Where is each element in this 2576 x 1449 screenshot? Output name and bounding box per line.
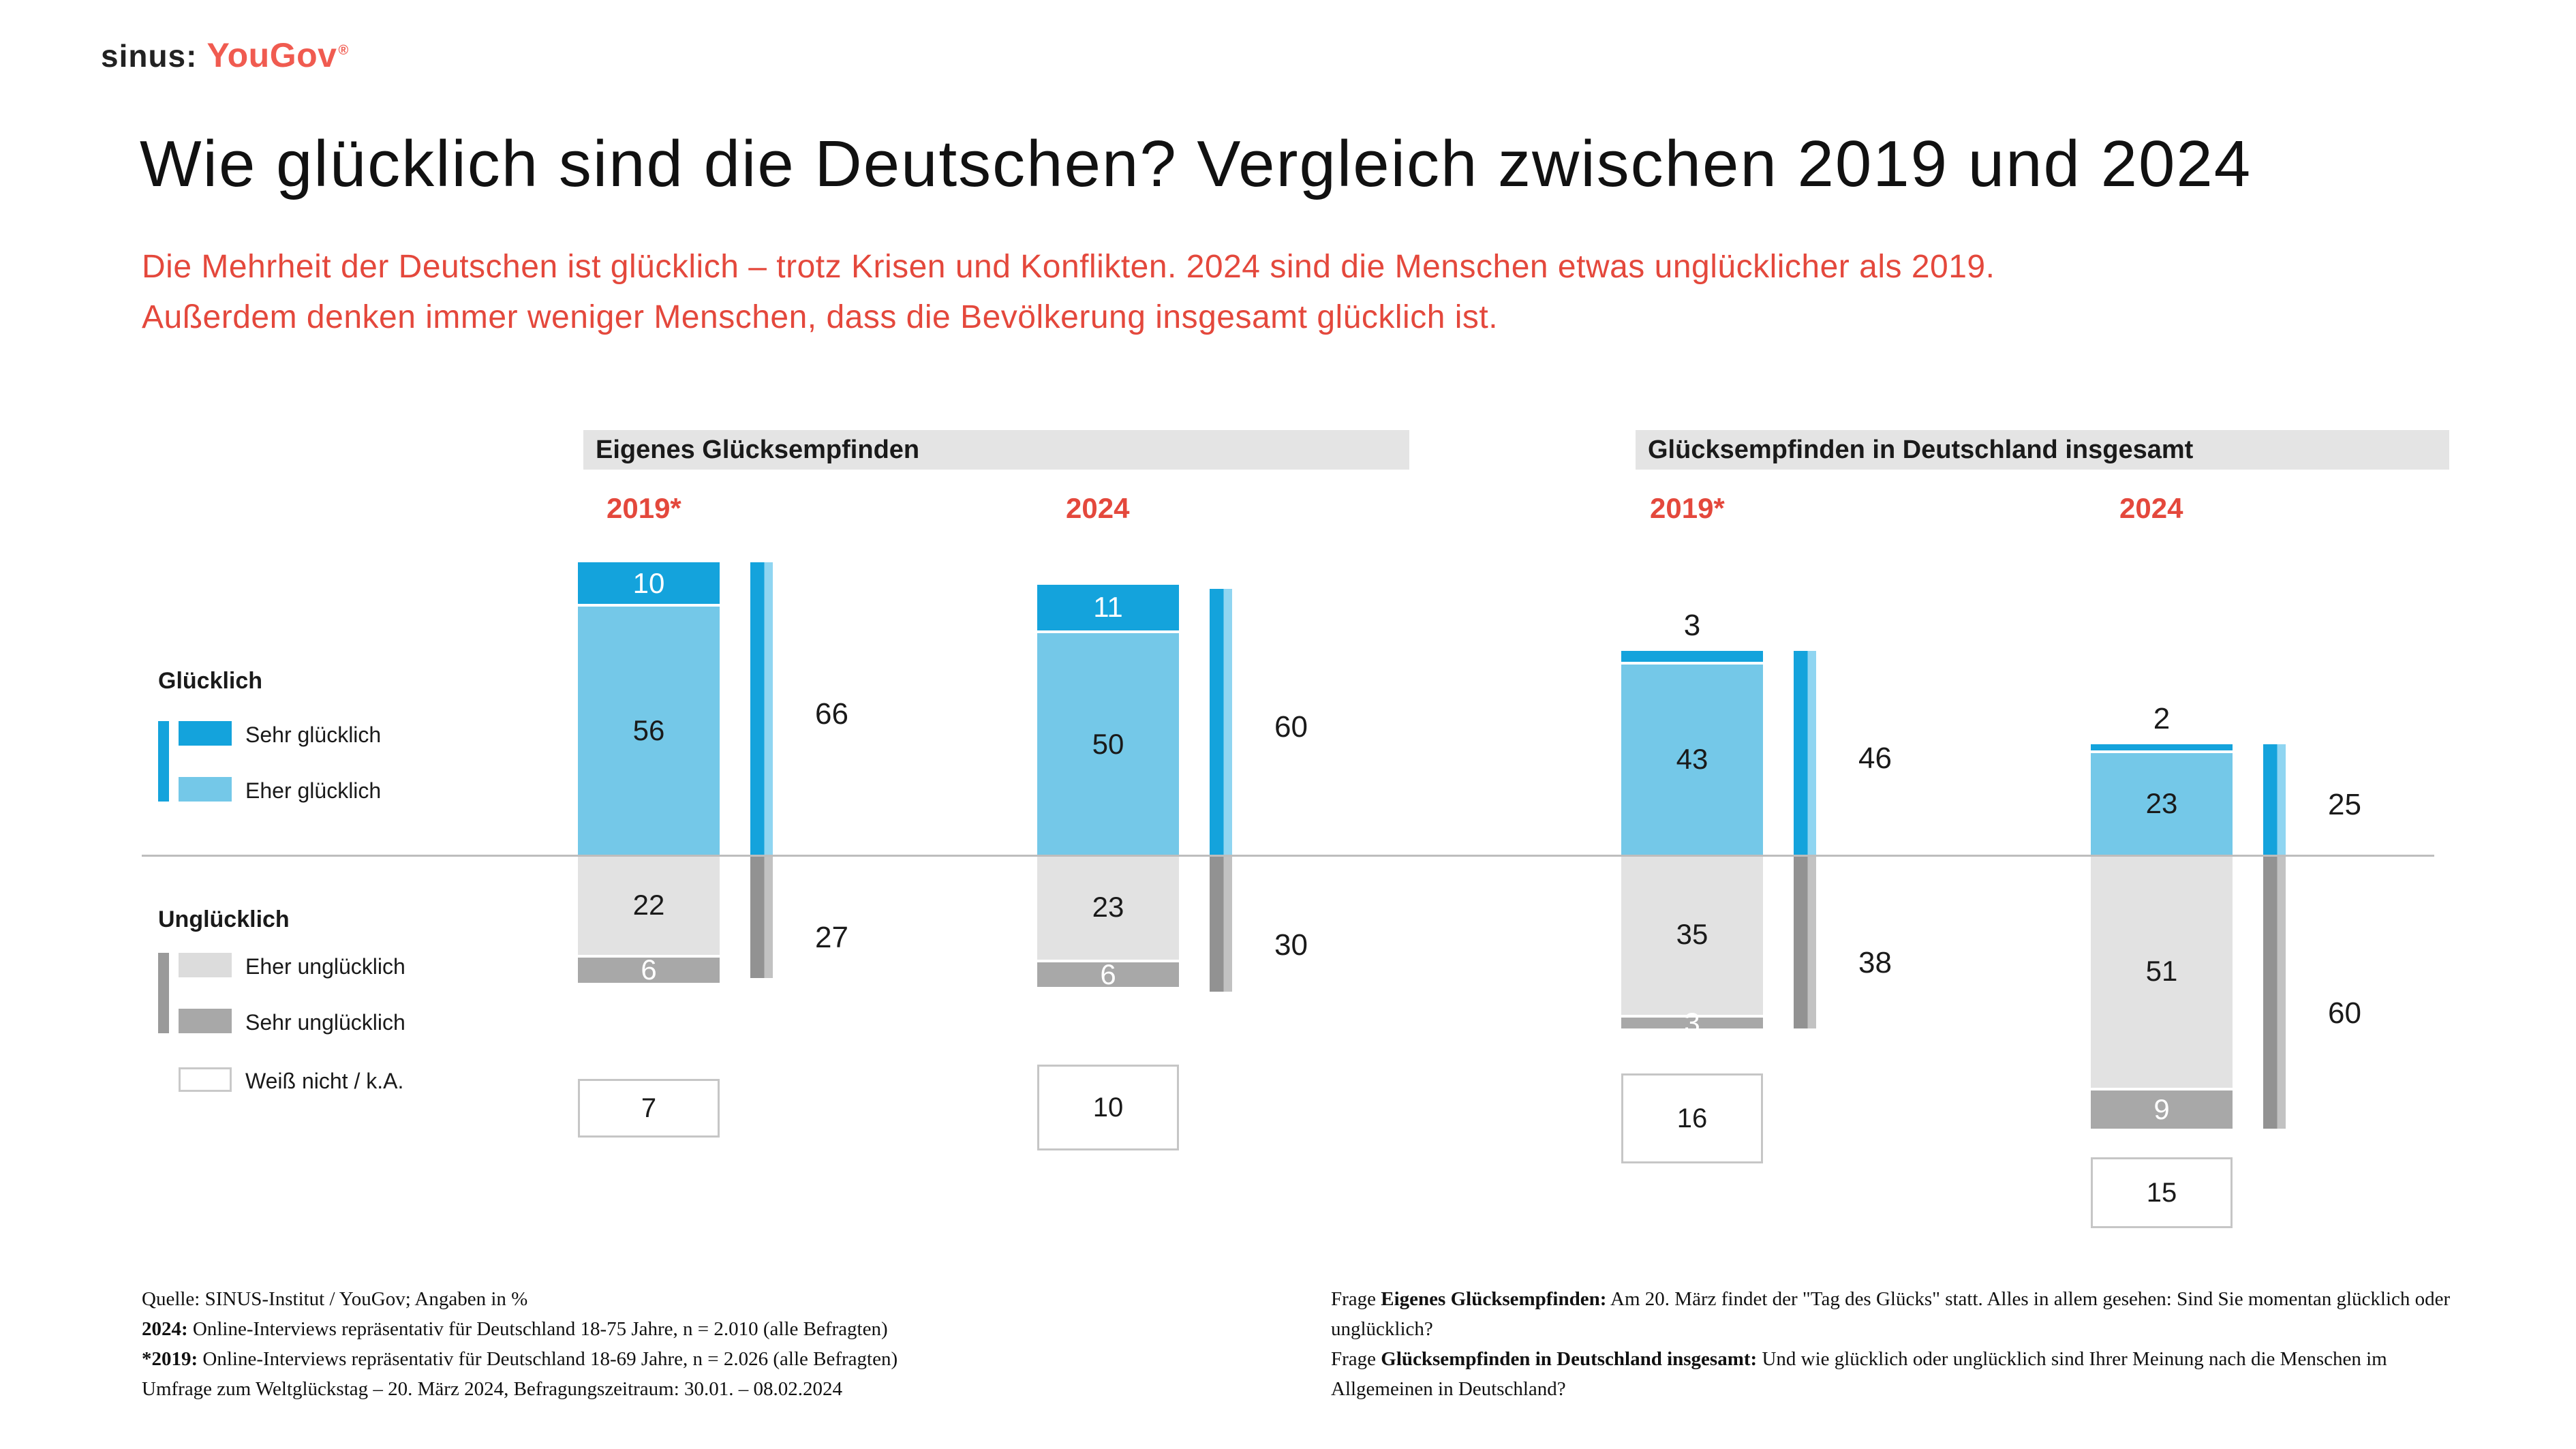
- total-value-ungluecklich: 30: [1274, 928, 1308, 962]
- subtitle-line-1: Die Mehrheit der Deutschen ist glücklich…: [142, 249, 1995, 285]
- total-bar-ungluecklich: [1794, 855, 1816, 1028]
- weiss-nicht-box: 16: [1621, 1073, 1763, 1163]
- bar-value-label: 50: [1092, 727, 1124, 760]
- legend-title-gluecklich: Glücklich: [158, 668, 263, 694]
- legend-label-eher-gluecklich: Eher glücklich: [245, 778, 382, 803]
- sinus-logo: sinus:: [101, 38, 198, 74]
- legend-swatch-sehr-ungluecklich: [179, 1009, 232, 1033]
- bar-segment-sehr-gluecklich: 10: [578, 562, 720, 607]
- bar-segment-eher-ungluecklich: 35: [1621, 855, 1763, 1015]
- footnote-line: Frage Glücksempfinden in Deutschland ins…: [1331, 1348, 2387, 1400]
- bar-segment-eher-ungluecklich: 51: [2091, 855, 2233, 1088]
- year-label: 2019*: [607, 492, 681, 524]
- footnote-questions-block: Frage Eigenes Glücksempfinden: Am 20. Mä…: [1331, 1284, 2483, 1404]
- registered-mark-icon: ®: [338, 43, 349, 59]
- yougov-logo: YouGov ®: [206, 36, 349, 74]
- weiss-nicht-box: 7: [578, 1079, 720, 1138]
- footnote-line: *2019: Online-Interviews repräsentativ f…: [142, 1348, 898, 1370]
- legend-title-ungluecklich: Unglücklich: [158, 906, 290, 932]
- bar-value-label: 6: [1100, 958, 1116, 991]
- total-value-ungluecklich: 38: [1858, 946, 1892, 980]
- bar-value-label-above: 2: [2153, 701, 2171, 735]
- bar-value-label: 56: [632, 714, 665, 746]
- bar-segment-eher-gluecklich: 56: [578, 607, 720, 855]
- bar-value-label: 35: [1676, 918, 1708, 951]
- bar-segment-eher-gluecklich: 23: [2091, 752, 2233, 855]
- legend-accent-blue: [158, 721, 169, 802]
- bar-value-label: 9: [2153, 1093, 2170, 1125]
- bar-segment-eher-gluecklich: 50: [1037, 633, 1179, 855]
- bar-segment-eher-ungluecklich: 22: [578, 855, 720, 956]
- total-value-gluecklich: 46: [1858, 741, 1892, 775]
- section-header-eigenes: Eigenes Glücksempfinden: [583, 430, 1409, 470]
- footnote-line: Frage Eigenes Glücksempfinden: Am 20. Mä…: [1331, 1288, 2451, 1340]
- bar-value-label: 51: [2145, 954, 2178, 987]
- bar-value-label: 23: [2145, 787, 2178, 820]
- bar-value-label: 6: [641, 954, 657, 986]
- total-bar-gluecklich: [750, 562, 773, 855]
- page-title: Wie glücklich sind die Deutschen? Vergle…: [140, 127, 2252, 200]
- year-label: 2024: [1066, 492, 1130, 524]
- subtitle-line-2: Außerdem denken immer weniger Menschen, …: [142, 299, 1499, 335]
- bar-value-label-above: 3: [1683, 609, 1701, 642]
- bar-segment-sehr-ungluecklich: 6: [1037, 958, 1179, 990]
- footnote-line: Umfrage zum Weltglückstag – 20. März 202…: [142, 1378, 843, 1400]
- bar-segment-eher-ungluecklich: 23: [1037, 855, 1179, 960]
- footnote-line: 2024: Online-Interviews repräsentativ fü…: [142, 1318, 888, 1340]
- bar-segment-sehr-ungluecklich: 9: [2091, 1087, 2233, 1129]
- total-value-gluecklich: 60: [1274, 710, 1308, 744]
- bar-value-label: 10: [632, 566, 665, 599]
- bar-value-label: 23: [1092, 891, 1124, 924]
- total-bar-ungluecklich: [750, 855, 773, 978]
- year-label: 2024: [2119, 492, 2183, 524]
- total-value-gluecklich: 66: [815, 697, 848, 731]
- weiss-nicht-box: 15: [2091, 1157, 2233, 1228]
- bar-segment-eher-gluecklich: 43: [1621, 664, 1763, 855]
- total-value-ungluecklich: 60: [2328, 996, 2361, 1030]
- zero-baseline: [142, 855, 2434, 857]
- bar-value-label: 3: [1684, 1006, 1700, 1039]
- legend-accent-gray: [158, 953, 169, 1033]
- bar-value-label: 43: [1676, 743, 1708, 776]
- bar-segment-sehr-ungluecklich: 6: [578, 954, 720, 986]
- bar-segment-sehr-gluecklich: [2091, 744, 2233, 753]
- legend-swatch-sehr-gluecklich: [179, 721, 232, 746]
- year-label: 2019*: [1650, 492, 1725, 524]
- legend-label-eher-ungluecklich: Eher unglücklich: [245, 954, 405, 979]
- footnote-source-block: Quelle: SINUS-Institut / YouGov; Angaben…: [142, 1284, 1300, 1404]
- section-header-deutschland: Glücksempfinden in Deutschland insgesamt: [1636, 430, 2449, 470]
- bar-segment-sehr-ungluecklich: 3: [1621, 1007, 1763, 1039]
- legend-swatch-eher-ungluecklich: [179, 953, 232, 977]
- bar-segment-sehr-gluecklich: 11: [1037, 584, 1179, 633]
- total-value-gluecklich: 25: [2328, 787, 2361, 821]
- bar-segment-sehr-gluecklich: [1621, 651, 1763, 665]
- total-value-ungluecklich: 27: [815, 921, 848, 955]
- total-bar-gluecklich: [2263, 744, 2286, 855]
- legend-label-sehr-ungluecklich: Sehr unglücklich: [245, 1010, 405, 1035]
- total-bar-ungluecklich: [2263, 855, 2286, 1129]
- legend-label-weiss-nicht: Weiß nicht / k.A.: [245, 1069, 404, 1093]
- legend-swatch-eher-gluecklich: [179, 777, 232, 802]
- total-bar-gluecklich: [1210, 589, 1232, 855]
- weiss-nicht-box: 10: [1037, 1065, 1179, 1150]
- total-bar-ungluecklich: [1210, 855, 1232, 992]
- legend-label-sehr-gluecklich: Sehr glücklich: [245, 722, 382, 747]
- total-bar-gluecklich: [1794, 651, 1816, 855]
- bar-value-label: 22: [632, 888, 665, 921]
- legend-swatch-weiss-nicht: [179, 1067, 232, 1092]
- brand-logo: sinus: YouGov ®: [101, 35, 349, 75]
- bar-value-label: 11: [1093, 591, 1123, 624]
- footnote-line: Quelle: SINUS-Institut / YouGov; Angaben…: [142, 1288, 528, 1310]
